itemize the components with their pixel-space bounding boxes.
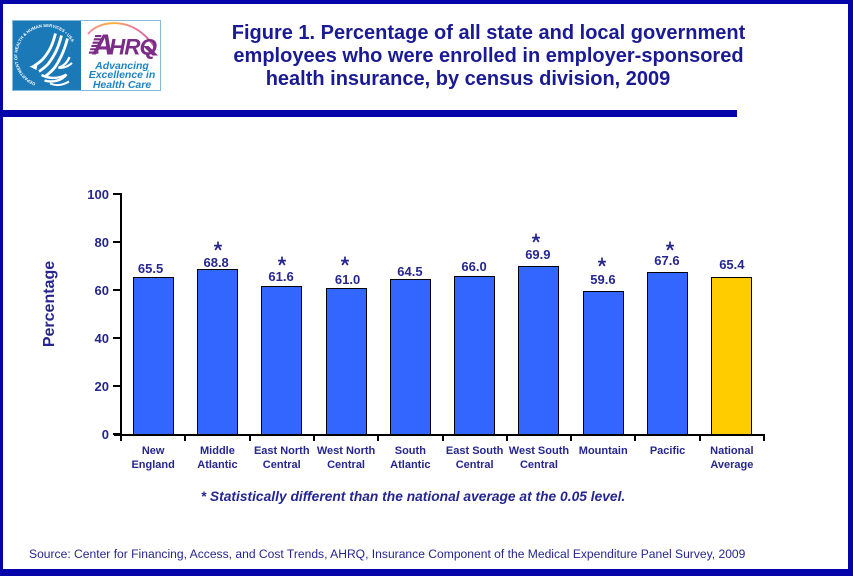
svg-text:HRQ: HRQ <box>109 35 157 60</box>
